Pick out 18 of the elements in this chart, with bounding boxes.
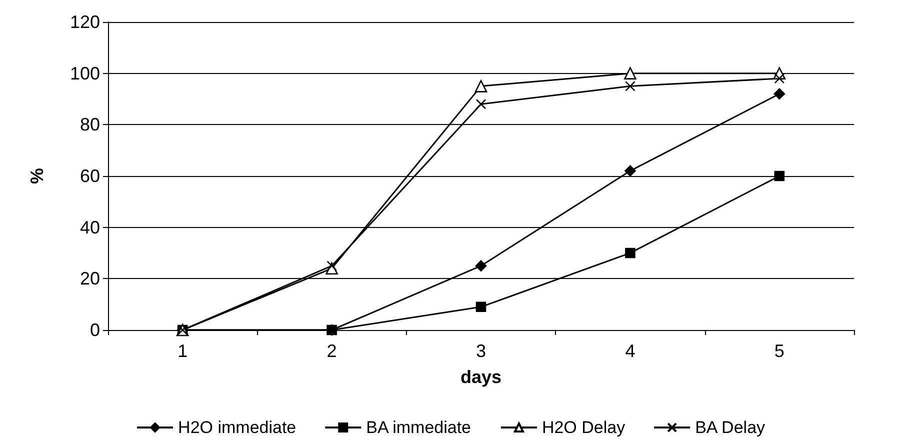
y-axis-title: % xyxy=(27,168,47,184)
y-tick-label: 40 xyxy=(80,217,100,238)
x-axis-title: days xyxy=(460,367,502,387)
x-tick-label: 5 xyxy=(774,341,784,361)
x-tick-label: 4 xyxy=(625,341,636,361)
y-tick-label: 120 xyxy=(70,12,100,32)
y-tick-label: 0 xyxy=(90,320,100,340)
x-tick-label: 1 xyxy=(178,341,188,361)
y-tick-label: 80 xyxy=(80,114,100,135)
legend-label: H2O Delay xyxy=(542,418,626,437)
y-tick-label: 20 xyxy=(80,268,100,289)
y-tick-label: 100 xyxy=(70,63,100,84)
x-tick-label: 2 xyxy=(326,341,337,361)
x-tick-label: 3 xyxy=(476,341,486,361)
legend-label: BA Delay xyxy=(695,418,766,437)
legend-label: H2O immediate xyxy=(178,418,296,437)
y-tick-label: 60 xyxy=(80,166,100,186)
legend-label: BA immediate xyxy=(366,418,472,437)
